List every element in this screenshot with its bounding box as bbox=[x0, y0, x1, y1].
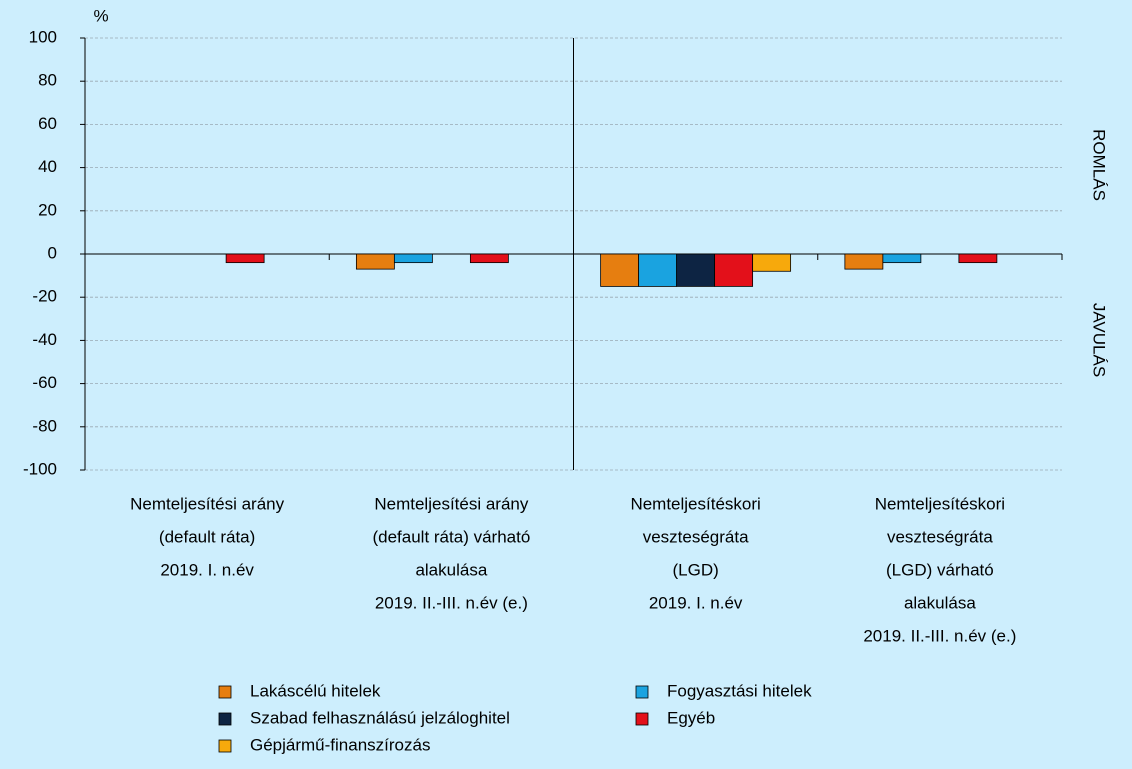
unit-label: % bbox=[93, 6, 108, 25]
bar bbox=[393, 253, 433, 264]
legend-label: Egyéb bbox=[667, 708, 715, 727]
legend-swatch bbox=[218, 739, 232, 753]
y-tick-label: 20 bbox=[38, 200, 57, 219]
y-tick-label: -60 bbox=[32, 373, 57, 392]
x-tick-label: 2019. II.-III. n.év (e.) bbox=[375, 593, 528, 612]
legend-label: Lakáscélú hitelek bbox=[250, 681, 381, 700]
bar bbox=[958, 253, 998, 264]
y-tick-label: 80 bbox=[38, 71, 57, 90]
upper-side-label: ROMLÁS bbox=[1090, 129, 1109, 201]
legend-label: Gépjármű-finanszírozás bbox=[250, 735, 430, 754]
legend-swatch bbox=[635, 685, 649, 699]
y-tick-label: -100 bbox=[23, 459, 57, 478]
bar bbox=[882, 253, 922, 264]
bar bbox=[752, 253, 792, 272]
bar bbox=[469, 253, 509, 264]
x-tick-label: Nemteljesítéskori bbox=[630, 494, 760, 513]
x-tick-label: Nemteljesítési arány bbox=[374, 494, 529, 513]
bar bbox=[355, 253, 395, 270]
x-tick-label: (LGD) várható bbox=[886, 560, 994, 579]
x-tick-label: 2019. I. n.év bbox=[649, 593, 743, 612]
legend-label: Szabad felhasználású jelzáloghitel bbox=[250, 708, 510, 727]
y-tick-label: -20 bbox=[32, 287, 57, 306]
x-tick-label: veszteségráta bbox=[643, 527, 749, 546]
legend-label: Fogyasztási hitelek bbox=[667, 681, 812, 700]
y-tick-label: 60 bbox=[38, 114, 57, 133]
bar bbox=[225, 253, 265, 264]
x-tick-label: Nemteljesítéskori bbox=[875, 494, 1005, 513]
bar bbox=[600, 253, 640, 287]
y-tick-label: 100 bbox=[29, 27, 57, 46]
bar bbox=[638, 253, 678, 287]
y-tick-label: 0 bbox=[48, 243, 57, 262]
legend-swatch bbox=[635, 712, 649, 726]
bar bbox=[844, 253, 884, 270]
x-tick-label: alakulása bbox=[904, 593, 976, 612]
x-tick-label: Nemteljesítési arány bbox=[130, 494, 285, 513]
lower-side-label: JAVULÁS bbox=[1090, 303, 1109, 377]
x-tick-label: 2019. I. n.év bbox=[160, 560, 254, 579]
y-tick-label: -40 bbox=[32, 330, 57, 349]
y-tick-label: 40 bbox=[38, 157, 57, 176]
bar bbox=[714, 253, 754, 287]
x-tick-label: alakulása bbox=[415, 560, 487, 579]
x-tick-label: 2019. II.-III. n.év (e.) bbox=[863, 626, 1016, 645]
x-tick-label: (default ráta) bbox=[159, 527, 255, 546]
bar bbox=[676, 253, 716, 287]
x-tick-label: (LGD) bbox=[672, 560, 718, 579]
legend-swatch bbox=[218, 712, 232, 726]
legend-swatch bbox=[218, 685, 232, 699]
x-tick-label: veszteségráta bbox=[887, 527, 993, 546]
y-tick-label: -80 bbox=[32, 416, 57, 435]
x-tick-label: (default ráta) várható bbox=[372, 527, 530, 546]
